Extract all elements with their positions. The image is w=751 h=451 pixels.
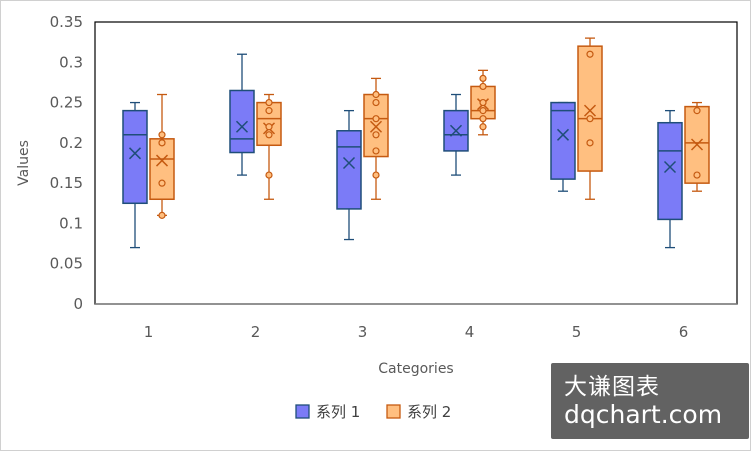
mean-marker	[449, 124, 463, 137]
mean-marker	[369, 120, 383, 133]
data-point	[693, 171, 701, 179]
mean-marker	[583, 104, 597, 117]
data-point	[586, 115, 594, 123]
mean-marker	[690, 138, 704, 151]
data-point	[372, 131, 380, 139]
x-axis-title: Categories	[378, 361, 453, 377]
x-tick-label: 5	[572, 323, 582, 341]
data-point	[586, 139, 594, 147]
data-point	[372, 98, 380, 107]
box-iqr	[577, 45, 603, 172]
box-s1-c1	[122, 101, 148, 249]
legend: 系列 1 系列 2	[295, 403, 451, 421]
x-tick-label: 3	[358, 323, 368, 341]
legend-label: 系列 1	[316, 403, 360, 421]
box-s1-c2	[229, 53, 255, 176]
box-iqr	[149, 138, 175, 201]
legend-swatch	[386, 404, 401, 419]
box-s2-c4	[470, 69, 496, 136]
plot-border	[94, 21, 738, 305]
plot-area	[94, 21, 738, 305]
mean-marker	[663, 160, 677, 174]
box-s1-c6	[657, 109, 683, 249]
x-tick-label: 4	[465, 323, 475, 341]
watermark-line1: 大谦图表	[564, 374, 660, 400]
data-point	[372, 147, 380, 155]
y-tick-label: 0.35	[50, 13, 83, 31]
y-axis-title: Values	[16, 140, 32, 186]
box-iqr	[336, 130, 362, 210]
watermark-line2: dqchart.com	[564, 400, 723, 429]
box-s2-c2	[256, 93, 282, 200]
legend-item-1: 系列 1	[295, 403, 360, 421]
data-point	[265, 131, 273, 139]
legend-swatch	[295, 404, 310, 419]
data-point	[479, 107, 487, 115]
data-point	[372, 115, 380, 123]
mean-marker	[155, 154, 169, 167]
data-point	[265, 123, 273, 131]
data-point	[372, 90, 380, 99]
data-point	[265, 171, 273, 179]
box-iqr	[550, 101, 576, 180]
data-point	[479, 98, 487, 107]
data-point	[158, 179, 166, 187]
legend-item-2: 系列 2	[386, 403, 451, 421]
mean-marker	[235, 120, 249, 133]
data-point	[158, 139, 166, 147]
box-s2-c1	[149, 93, 175, 219]
mean-marker	[342, 156, 356, 170]
y-tick-label: 0.1	[59, 214, 83, 232]
y-tick-label: 0.15	[50, 174, 83, 192]
data-point	[158, 211, 166, 219]
y-tick-labels: 0 0.05 0.1 0.15 0.2 0.25 0.3 0.35	[50, 13, 83, 313]
mean-marker	[556, 128, 570, 141]
box-iqr	[657, 121, 683, 221]
box-s1-c5	[550, 101, 576, 192]
y-tick-label: 0.3	[59, 53, 83, 71]
data-point	[158, 131, 166, 139]
y-tick-label: 0.25	[50, 94, 83, 112]
box-s2-c6	[684, 101, 710, 192]
y-tick-label: 0.2	[59, 134, 83, 152]
x-tick-labels: 1 2 3 4 5 6	[144, 323, 689, 341]
data-point	[372, 171, 380, 179]
x-tick-label: 6	[679, 323, 689, 341]
data-point	[479, 82, 487, 91]
x-tick-label: 2	[251, 323, 261, 341]
box-s2-c5	[577, 37, 603, 200]
data-point	[265, 98, 273, 107]
box-iqr	[229, 89, 255, 154]
data-point	[479, 115, 487, 123]
y-tick-label: 0.05	[50, 255, 83, 273]
box-iqr	[122, 109, 148, 205]
data-point	[479, 123, 487, 131]
data-point	[586, 50, 594, 58]
box-s1-c4	[443, 93, 469, 176]
legend-label: 系列 2	[407, 403, 451, 421]
y-tick-label: 0	[73, 295, 83, 313]
data-point	[479, 74, 487, 83]
box-s1-c3	[336, 109, 362, 241]
boxes-layer	[122, 37, 710, 249]
box-s2-c3	[363, 77, 389, 200]
data-point	[265, 107, 273, 115]
data-point	[693, 107, 701, 115]
x-tick-label: 1	[144, 323, 154, 341]
mean-marker	[128, 147, 142, 160]
watermark: 大谦图表 dqchart.com	[551, 363, 749, 439]
